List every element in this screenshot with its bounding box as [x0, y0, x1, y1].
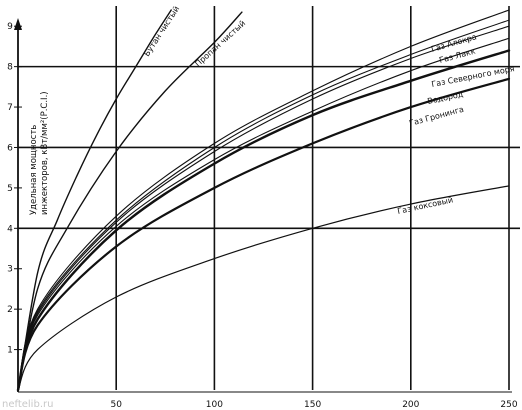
- x-tick-label: 200: [402, 400, 419, 410]
- y-axis-title: Удельная мощность инжекторов, кВт/мм²(Р.…: [29, 91, 50, 215]
- x-tick-label: 250: [500, 400, 517, 410]
- tick-labels: 50 100 150 200 250 1 2 3 4 5 6 7 8 9: [7, 22, 518, 410]
- y-tick-label: 8: [7, 63, 13, 73]
- y-tick-label: 6: [7, 143, 13, 153]
- series-line-6: [16, 49, 511, 392]
- y-tick-label: 4: [7, 224, 13, 234]
- y-axis-title-line-1: Удельная мощность: [29, 125, 39, 215]
- series-line-7: [16, 77, 511, 392]
- x-tick-label: 100: [206, 400, 223, 410]
- watermark: neftelib.ru: [2, 399, 53, 410]
- y-tick-label: 5: [7, 184, 13, 194]
- grid: [18, 6, 520, 390]
- y-tick-label: 3: [7, 265, 13, 275]
- y-axis-arrow-icon: [14, 18, 22, 30]
- series-line-0: [17, 9, 172, 391]
- axes: [14, 18, 512, 393]
- series-lines: [16, 9, 511, 392]
- y-tick-label: 7: [7, 103, 13, 113]
- y-tick-label: 9: [7, 22, 13, 32]
- y-tick-label: 1: [7, 346, 13, 356]
- series-line-5: [17, 37, 510, 391]
- series-line-1: [17, 11, 243, 391]
- y-axis-title-line-2: инжекторов, кВт/мм²(Р.С.І.): [40, 91, 50, 215]
- series-line-8: [17, 185, 510, 391]
- x-tick-label: 50: [110, 400, 122, 410]
- series-line-2: [17, 9, 510, 391]
- series-line-4: [17, 25, 510, 391]
- y-tick-label: 2: [7, 305, 13, 315]
- x-tick-label: 150: [304, 400, 321, 410]
- series-line-3: [17, 19, 510, 391]
